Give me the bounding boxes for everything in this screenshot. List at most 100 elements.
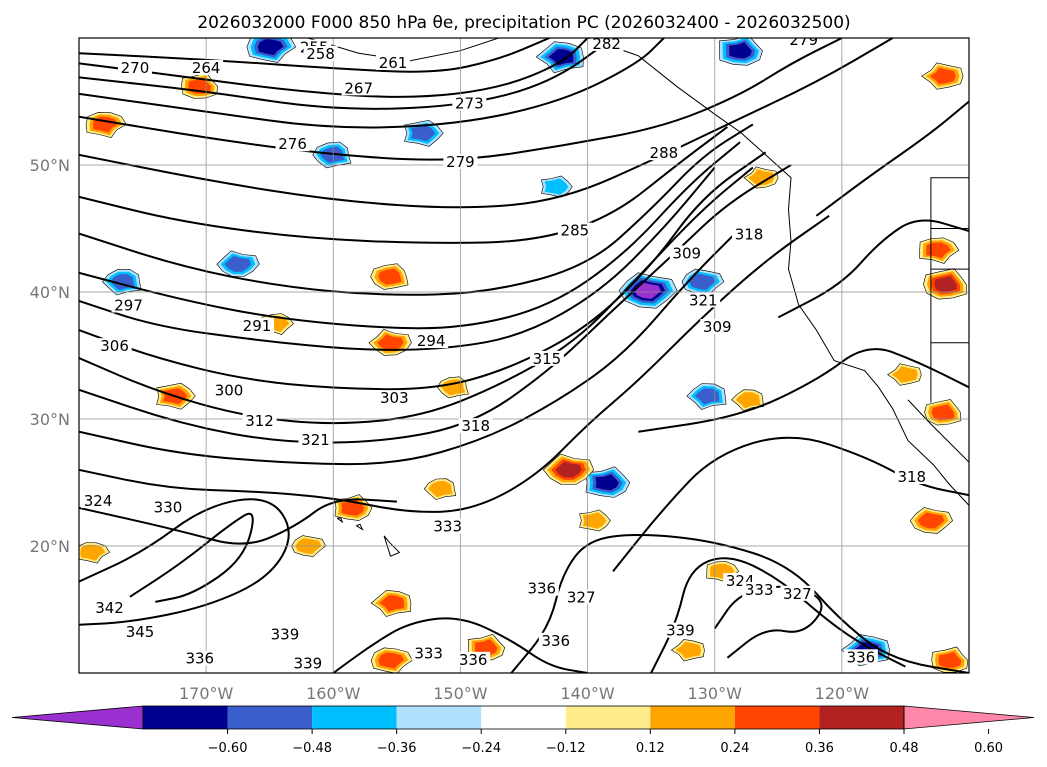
contour-label: 294 (417, 332, 446, 350)
precip-patch (312, 141, 352, 169)
contour-label-bg (376, 54, 411, 70)
contour-label-bg (92, 599, 127, 615)
map-background (79, 38, 969, 673)
precip-patch (931, 646, 969, 673)
lon-tick-label: 130°W (688, 684, 743, 703)
contour-label: 336 (459, 651, 488, 669)
precip-patch (101, 269, 142, 296)
theta-e-isoline (79, 227, 741, 466)
precip-patch (909, 507, 953, 534)
contour-label: 282 (592, 35, 621, 53)
colorbar-segment (819, 706, 904, 729)
colorbar-tick-label: 0.12 (636, 741, 665, 756)
precipitation-shading (79, 38, 969, 673)
contour-label-bg (538, 632, 573, 648)
contour-label-bg (97, 338, 132, 354)
contour-label-bg (843, 649, 878, 665)
lat-tick-label: 20°N (30, 537, 70, 556)
contour-label-bg (669, 245, 704, 261)
theta-e-isoline (79, 38, 614, 110)
contour-label-bg (111, 297, 146, 313)
precip-patch (681, 268, 725, 296)
contour-label: 270 (121, 59, 150, 77)
precip-level (80, 544, 106, 561)
contour-label: 321 (301, 431, 330, 449)
coastline (336, 517, 344, 524)
map-frame (78, 37, 970, 674)
precip-level (735, 392, 761, 409)
contour-label: 321 (689, 291, 718, 309)
contour-label: 279 (446, 153, 475, 171)
contour-label-bg (732, 226, 767, 242)
longitude-tick-labels: 170°W 160°W 150°W 140°W 130°W 120°W (179, 684, 869, 703)
contour-label-bg (123, 623, 158, 639)
contour-label-bg (742, 581, 777, 597)
colorbar-frame (142, 705, 905, 730)
coastline (355, 523, 364, 531)
contour-label-bg (182, 650, 217, 666)
precip-level (320, 146, 345, 163)
contour-label-bg (298, 432, 333, 448)
contour-label-bg (557, 222, 592, 238)
contour-label: 273 (455, 95, 484, 113)
colorbar-tick-label: −0.24 (461, 741, 501, 756)
colorbar: −0.60 −0.48 −0.36 −0.24 −0.12 0.12 0.24 0.36 0.4… (11, 705, 1035, 756)
contour-label: 339 (666, 622, 695, 640)
contour-label: 330 (154, 498, 183, 516)
contour-label: 345 (126, 623, 155, 641)
colorbar-tick-label: −0.60 (208, 741, 248, 756)
contour-label: 309 (672, 244, 701, 262)
contour-labels: 2552582702642612672732822792762792882853… (81, 35, 929, 673)
latitude-tick-labels: 50°N 40°N 30°N 20°N (30, 156, 70, 556)
precip-level (748, 169, 775, 186)
precip-level (548, 49, 574, 66)
precip-level (917, 512, 945, 529)
lon-tick-label: 140°W (560, 684, 615, 703)
precip-level (891, 366, 918, 383)
contour-label-bg (686, 292, 721, 308)
precip-level (257, 39, 284, 56)
theta-e-isoline (332, 617, 588, 673)
colorbar-tick-label: −0.36 (377, 741, 417, 756)
contour-label: 327 (567, 589, 596, 607)
precip-level (582, 512, 607, 529)
contour-label: 324 (84, 492, 113, 510)
lat-tick-label: 30°N (30, 410, 70, 429)
contour-label: 276 (278, 135, 307, 153)
contour-label-bg (894, 468, 929, 484)
theta-e-isoline (815, 100, 969, 217)
precip-patch (216, 250, 260, 277)
colorbar-segment (565, 706, 651, 729)
contour-label-bg (529, 350, 564, 366)
colorbar-tick-label: −0.12 (546, 741, 586, 756)
coastline (930, 177, 969, 229)
contour-label-bg (303, 46, 338, 62)
contour-label: 285 (561, 222, 590, 240)
colorbar-tick-label: 0.36 (805, 741, 834, 756)
contour-label-bg (524, 580, 559, 596)
precip-patch (743, 166, 779, 189)
theta-e-isoline (79, 166, 716, 351)
contour-label: 288 (650, 144, 679, 162)
precip-patch (423, 478, 457, 500)
map-panel: 2552582702642612672732822792762792882853… (78, 35, 970, 674)
precip-level (929, 67, 956, 85)
contour-label: 336 (847, 648, 876, 666)
precip-patch (718, 38, 763, 66)
contour-label-bg (242, 413, 277, 429)
contour-label: 318 (461, 417, 490, 435)
precip-level (224, 255, 252, 272)
precip-level (378, 268, 402, 285)
contour-label-bg (589, 38, 624, 51)
contour-label: 318 (735, 225, 764, 243)
contour-label-bg (411, 645, 446, 661)
precip-level (379, 595, 405, 612)
coastline (587, 38, 969, 506)
coastline (907, 399, 969, 463)
precip-level (694, 388, 720, 405)
precip-level (474, 639, 498, 656)
contour-label: 339 (271, 625, 300, 643)
theta-e-isoline (79, 38, 665, 129)
coastlines (307, 38, 969, 557)
